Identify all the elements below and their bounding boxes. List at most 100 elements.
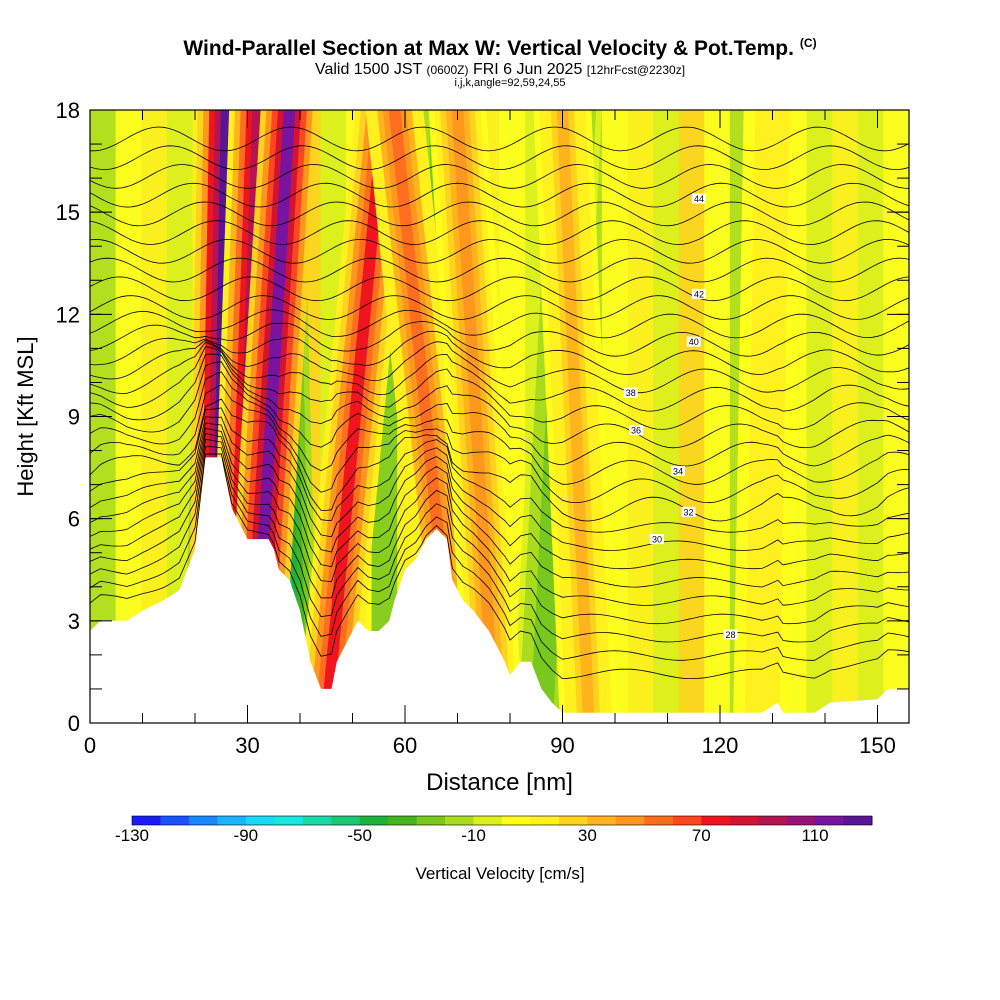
valid-time: Valid 1500 JST (0600Z) FRI 6 Jun 2025 [1… xyxy=(0,61,1000,79)
updraft-band xyxy=(556,110,595,723)
colorbar-cell xyxy=(786,816,816,825)
theta-label-bg xyxy=(623,387,638,398)
x-tick-label: 120 xyxy=(702,733,739,758)
y-tick-label: 18 xyxy=(56,98,80,123)
theta-contour-line xyxy=(90,384,909,504)
chart-title-text: Wind-Parallel Section at Max W: Vertical… xyxy=(183,37,794,60)
colorbar-cell xyxy=(302,816,332,825)
theta-contour-line xyxy=(90,330,909,375)
y-tick-label: 3 xyxy=(68,609,80,634)
grid-indices: i,j,k,angle=92,59,24,55 xyxy=(454,77,566,89)
theta-label-44: 44 xyxy=(694,194,704,204)
valid-prefix: Valid 1500 JST xyxy=(314,61,422,78)
theta-contour-line xyxy=(90,339,909,394)
theta-contour-line xyxy=(90,309,909,339)
theta-contour-label: 42 xyxy=(692,288,706,299)
theta-label-28: 28 xyxy=(725,630,735,640)
colorbar-cell xyxy=(274,816,304,825)
valid-utc: (0600Z) xyxy=(426,63,469,77)
colorbar-cell xyxy=(758,816,788,825)
colorbar-tick-label: -90 xyxy=(233,826,259,845)
theta-contour-line xyxy=(90,433,909,606)
colorbar-tick-label: 30 xyxy=(577,826,597,845)
colorbar-cell xyxy=(672,816,702,825)
theta-contour-line xyxy=(90,145,909,171)
colorbar-title: Vertical Velocity [cm/s] xyxy=(415,864,585,883)
copyright-mark: (C) xyxy=(799,36,817,50)
colorbar-tick-label: -10 xyxy=(461,826,486,845)
colorbar-tick-label: -50 xyxy=(347,826,372,845)
colorbar-cell xyxy=(160,816,190,825)
colorbar-cell xyxy=(331,816,361,825)
theta-label-38: 38 xyxy=(626,388,636,398)
colorbar-cell xyxy=(132,816,161,825)
x-tick-label: 30 xyxy=(235,733,259,758)
theta-contour-line xyxy=(90,257,909,283)
colorbar-cell xyxy=(416,816,446,825)
theta-contour-label: 34 xyxy=(671,465,685,476)
colorbar-tick-label: 70 xyxy=(691,826,711,845)
x-tick-label: 60 xyxy=(393,733,417,758)
colorbar-cell xyxy=(815,816,845,825)
theta-contour-line xyxy=(90,416,909,551)
colorbar-cell xyxy=(729,816,759,825)
colorbar-cell xyxy=(615,816,645,825)
theta-contour-line xyxy=(90,182,909,208)
theta-contour-line xyxy=(90,201,909,227)
theta-label-bg xyxy=(692,288,706,299)
theta-label-30: 30 xyxy=(652,535,662,545)
terrain xyxy=(90,457,909,723)
weak-motion-stripe xyxy=(857,110,884,723)
forecast-info: [12hrFcst@2230z] xyxy=(586,63,686,77)
theta-contour-line xyxy=(90,238,909,264)
theta-contour-line xyxy=(90,407,909,533)
y-axis-label: Height [Kft MSL] xyxy=(13,336,38,496)
colorbar-cell xyxy=(502,816,531,825)
theta-contour-label: 28 xyxy=(723,629,738,640)
theta-contour-line xyxy=(90,341,909,412)
weak-motion-stripe xyxy=(653,110,680,723)
theta-contour-line xyxy=(90,321,909,357)
updraft-band xyxy=(320,110,390,723)
theta-contours xyxy=(90,126,909,680)
theta-contour-line xyxy=(90,220,909,245)
colorbar-cell xyxy=(644,816,674,825)
theta-contour-line xyxy=(90,371,909,485)
chart-title: Wind-Parallel Section at Max W: Vertical… xyxy=(0,36,1000,61)
y-tick-label: 0 xyxy=(68,711,80,736)
theta-label-bg xyxy=(692,193,706,204)
y-tick-label: 9 xyxy=(68,405,80,430)
colorbar-tick-label: 110 xyxy=(801,826,829,845)
theta-contour-line xyxy=(90,276,909,302)
colorbar-cell xyxy=(587,816,617,825)
theta-contour-label: 36 xyxy=(629,425,643,436)
theta-contour-line xyxy=(90,353,909,449)
x-tick-label: 150 xyxy=(859,733,896,758)
theta-label-bg xyxy=(629,425,643,436)
theta-label-bg xyxy=(686,336,701,347)
y-tick-label: 12 xyxy=(56,302,80,327)
weak-motion-stripe xyxy=(704,110,731,723)
weak-motion-stripe xyxy=(832,110,859,723)
colorbar-cell xyxy=(359,816,389,825)
colorbar-cell xyxy=(245,816,275,825)
theta-label-40: 40 xyxy=(689,337,699,347)
theta-contour-line xyxy=(90,164,909,189)
theta-contour-line xyxy=(90,398,909,522)
theta-contour-label: 32 xyxy=(681,506,696,517)
weak-motion-stripe xyxy=(806,110,833,723)
colorbar-cell xyxy=(445,816,475,825)
colorbar-cell xyxy=(188,816,218,825)
theta-contour-line xyxy=(90,126,909,152)
theta-label-bg xyxy=(681,506,696,517)
colorbar-cell xyxy=(388,816,418,825)
colorbar-cell xyxy=(558,816,588,825)
x-axis-label: Distance [nm] xyxy=(426,769,573,796)
theta-contour-line xyxy=(90,427,909,588)
theta-contour-line xyxy=(90,439,909,625)
colorbar-cell xyxy=(473,816,503,825)
theta-contour-line xyxy=(90,453,909,661)
theta-contour-label: 40 xyxy=(686,336,701,347)
weak-motion-stripe xyxy=(627,110,654,723)
